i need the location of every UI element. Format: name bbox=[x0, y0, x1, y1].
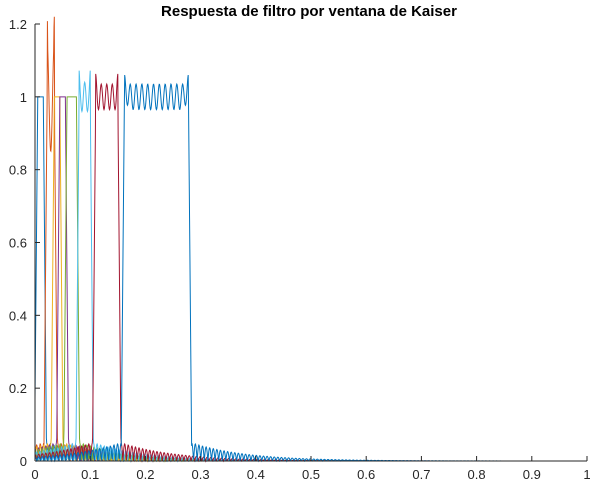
chart-title: Respuesta de filtro por ventana de Kaise… bbox=[161, 3, 457, 20]
y-tick-label: 0.8 bbox=[9, 163, 27, 178]
x-tick-label: 1 bbox=[583, 467, 590, 482]
x-tick-label: 0 bbox=[31, 467, 38, 482]
x-tick-label: 0.1 bbox=[81, 467, 99, 482]
y-tick-label: 1 bbox=[20, 90, 27, 105]
y-tick-label: 0.2 bbox=[9, 381, 27, 396]
x-tick-label: 0.2 bbox=[136, 467, 154, 482]
y-tick-label: 0.4 bbox=[9, 308, 27, 323]
y-tick-label: 1.2 bbox=[9, 17, 27, 32]
x-tick-label: 0.5 bbox=[302, 467, 320, 482]
x-tick-label: 0.4 bbox=[247, 467, 265, 482]
x-tick-label: 0.3 bbox=[192, 467, 210, 482]
x-tick-label: 0.9 bbox=[523, 467, 541, 482]
y-tick-label: 0.6 bbox=[9, 236, 27, 251]
axes-layer: 0 0.1 0.2 0.3 0.4 0.5 0.6 0.7 0.8 0.9 1 0 0.2 0.4 0.6 0… bbox=[9, 17, 591, 482]
x-tick-label: 0.8 bbox=[468, 467, 486, 482]
y-tick-label: 0 bbox=[20, 454, 27, 469]
series-line-7 bbox=[34, 73, 587, 463]
x-tick-label: 0.6 bbox=[357, 467, 375, 482]
series-layer bbox=[34, 16, 587, 463]
x-tick-label: 0.7 bbox=[412, 467, 430, 482]
